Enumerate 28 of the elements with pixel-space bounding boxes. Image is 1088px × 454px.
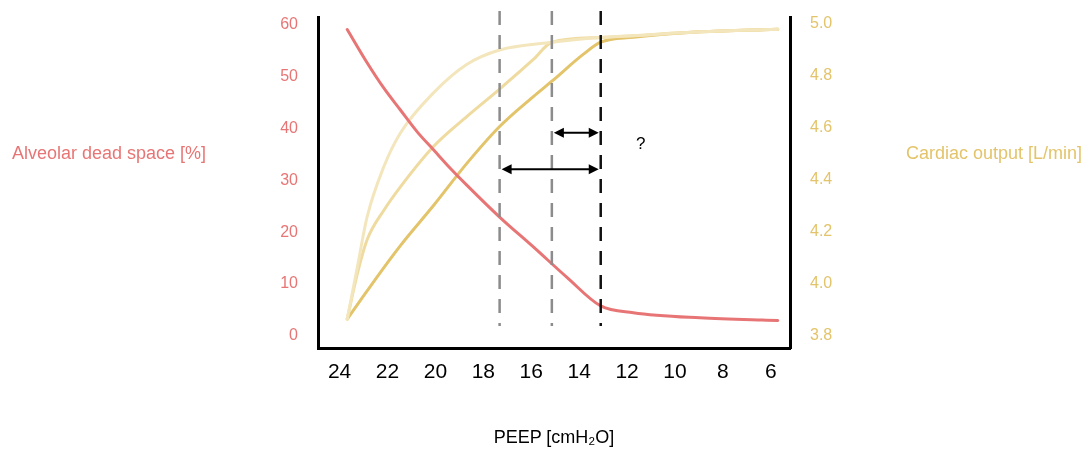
y-tick-label: 20 [280,222,299,240]
y-tick-label: 30 [280,170,299,188]
x-tick-label: 8 [717,359,729,383]
y2-tick-label: 4.0 [810,274,833,292]
x-tick-label: 10 [663,359,687,383]
x-tick-label: 12 [615,359,639,383]
x-tick-label: 18 [471,359,495,383]
x-tick-label: 6 [764,359,777,383]
y-tick-label: 40 [280,118,299,136]
annotation: ? [635,134,646,154]
y2-tick-label: 4.8 [810,66,833,84]
y-axis-title: Alveolar dead space [%] [12,143,207,164]
y-tick-label: 10 [280,274,299,292]
y-tick-label: 50 [280,66,299,84]
x-tick-label: 20 [423,359,448,383]
y2-tick-label: 4.2 [810,222,833,240]
x-axis-title: PEEP [cmH₂O] [493,426,615,447]
y2-tick-label: 4.4 [810,170,833,188]
y2-tick-label: 3.8 [810,326,833,344]
x-tick-label: 22 [375,359,400,383]
x-tick-label: 16 [519,359,543,383]
y2-tick-label: 5.0 [810,14,833,32]
y2-tick-label: 4.6 [810,118,833,136]
y-tick-label: 60 [280,14,299,32]
y2-axis-title: Cardiac output [L/min] [905,143,1082,164]
x-tick-label: 24 [327,359,352,383]
x-tick-label: 14 [567,359,592,383]
y-tick-label: 0 [289,326,299,344]
